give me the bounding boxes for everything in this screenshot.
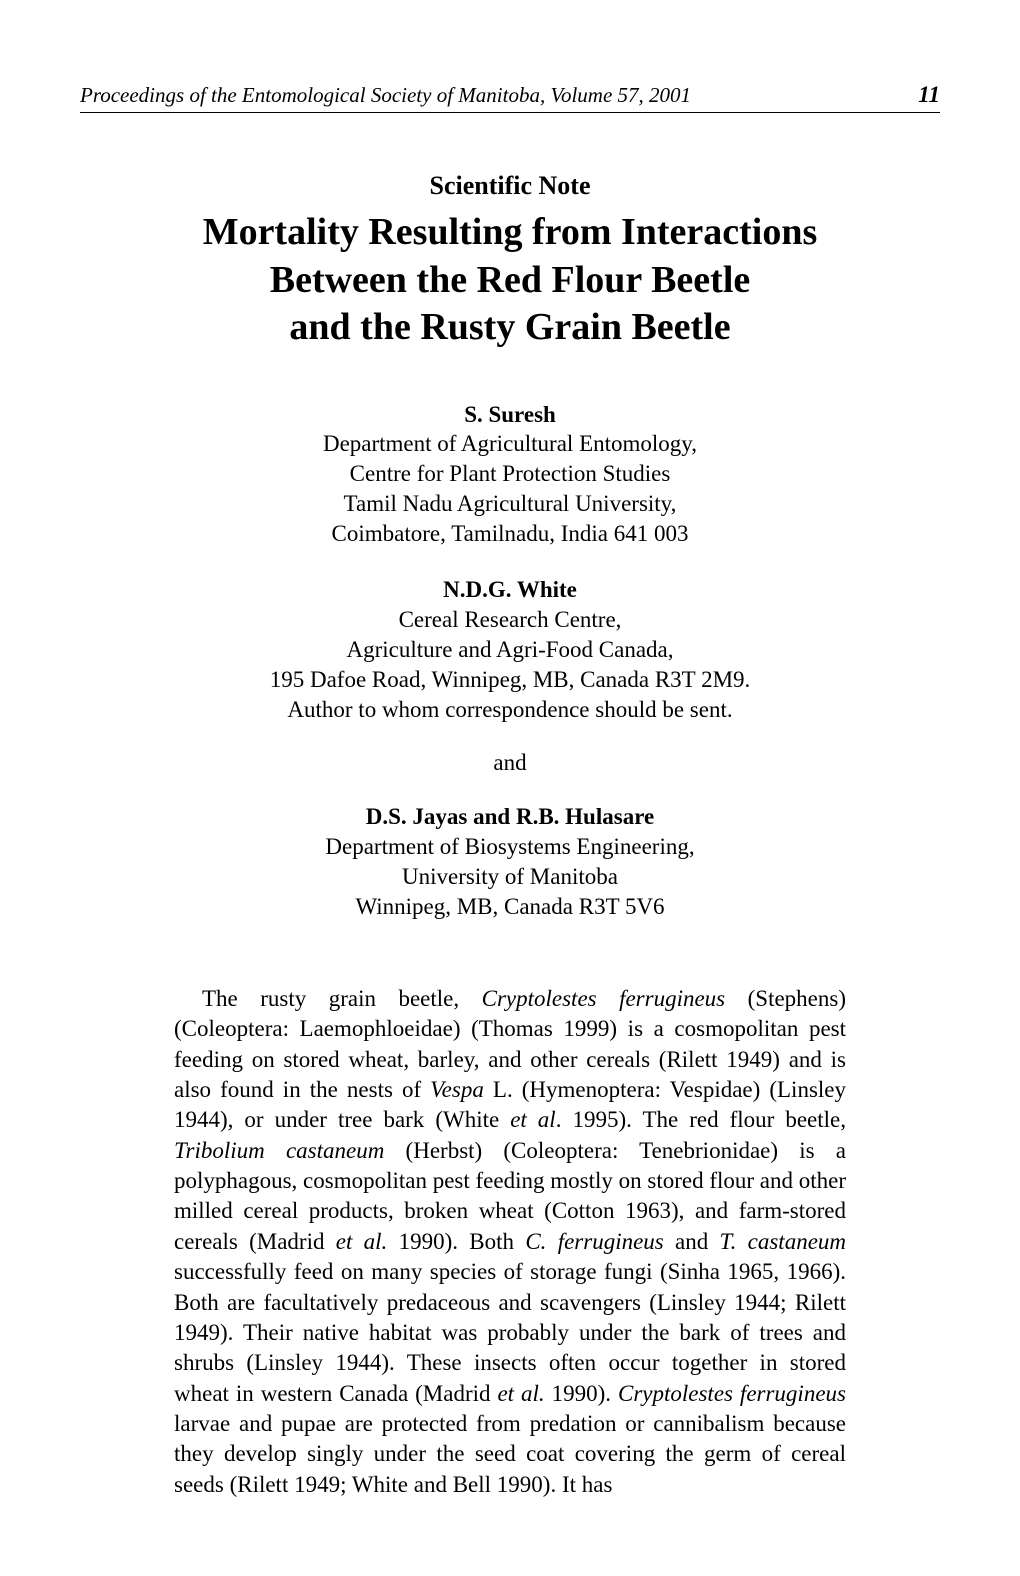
author-affiliation-line: Agriculture and Agri-Food Canada, <box>80 635 940 665</box>
note-type: Scientific Note <box>80 171 940 201</box>
species-name: Tribolium castaneum <box>174 1138 384 1163</box>
title-line-2: Between the Red Flour Beetle <box>270 259 751 301</box>
author-affiliation-line: University of Manitoba <box>80 862 940 892</box>
species-name: Cryptolestes ferrugineus <box>618 1381 846 1406</box>
et-al: et al. <box>336 1229 388 1254</box>
journal-name: Proceedings of the Entomological Society… <box>80 83 691 108</box>
author-block-2: N.D.G. White Cereal Research Centre, Agr… <box>80 575 940 724</box>
running-header: Proceedings of the Entomological Society… <box>80 82 940 113</box>
body-text: larvae and pupae are protected from pred… <box>174 1411 846 1497</box>
et-al: et al <box>510 1107 556 1132</box>
author-name: S. Suresh <box>80 400 940 430</box>
title-line-3: and the Rusty Grain Beetle <box>289 306 730 348</box>
body-text: . 1995). The red flour beetle, <box>556 1107 846 1132</box>
author-block-1: S. Suresh Department of Agricultural Ent… <box>80 400 940 549</box>
body-text: The rusty grain beetle, <box>202 986 482 1011</box>
author-block-3: D.S. Jayas and R.B. Hulasare Department … <box>80 802 940 922</box>
author-affiliation-line: 195 Dafoe Road, Winnipeg, MB, Canada R3T… <box>80 665 940 695</box>
author-name: D.S. Jayas and R.B. Hulasare <box>80 802 940 832</box>
page-number: 11 <box>918 82 940 108</box>
body-text: 1990). Both <box>387 1229 525 1254</box>
title-line-1: Mortality Resulting from Interactions <box>203 211 818 253</box>
et-al: et al. <box>497 1381 544 1406</box>
author-affiliation-line: Author to whom correspondence should be … <box>80 695 940 725</box>
author-affiliation-line: Department of Agricultural Entomology, <box>80 429 940 459</box>
species-name: C. ferrugineus <box>525 1229 663 1254</box>
author-affiliation-line: Tamil Nadu Agricultural University, <box>80 489 940 519</box>
genus-name: Vespa <box>430 1077 484 1102</box>
body-paragraph: The rusty grain beetle, Cryptolestes fer… <box>80 984 940 1500</box>
author-name: N.D.G. White <box>80 575 940 605</box>
author-affiliation-line: Centre for Plant Protection Studies <box>80 459 940 489</box>
article-title: Mortality Resulting from Interactions Be… <box>80 209 940 352</box>
species-name: T. castaneum <box>720 1229 847 1254</box>
author-affiliation-line: Winnipeg, MB, Canada R3T 5V6 <box>80 892 940 922</box>
author-affiliation-line: Coimbatore, Tamilnadu, India 641 003 <box>80 519 940 549</box>
body-text: 1990). <box>545 1381 618 1406</box>
author-connector: and <box>80 750 940 776</box>
author-affiliation-line: Cereal Research Centre, <box>80 605 940 635</box>
body-text: and <box>664 1229 720 1254</box>
author-affiliation-line: Department of Biosystems Engineering, <box>80 832 940 862</box>
species-name: Cryptolestes ferrugineus <box>482 986 726 1011</box>
